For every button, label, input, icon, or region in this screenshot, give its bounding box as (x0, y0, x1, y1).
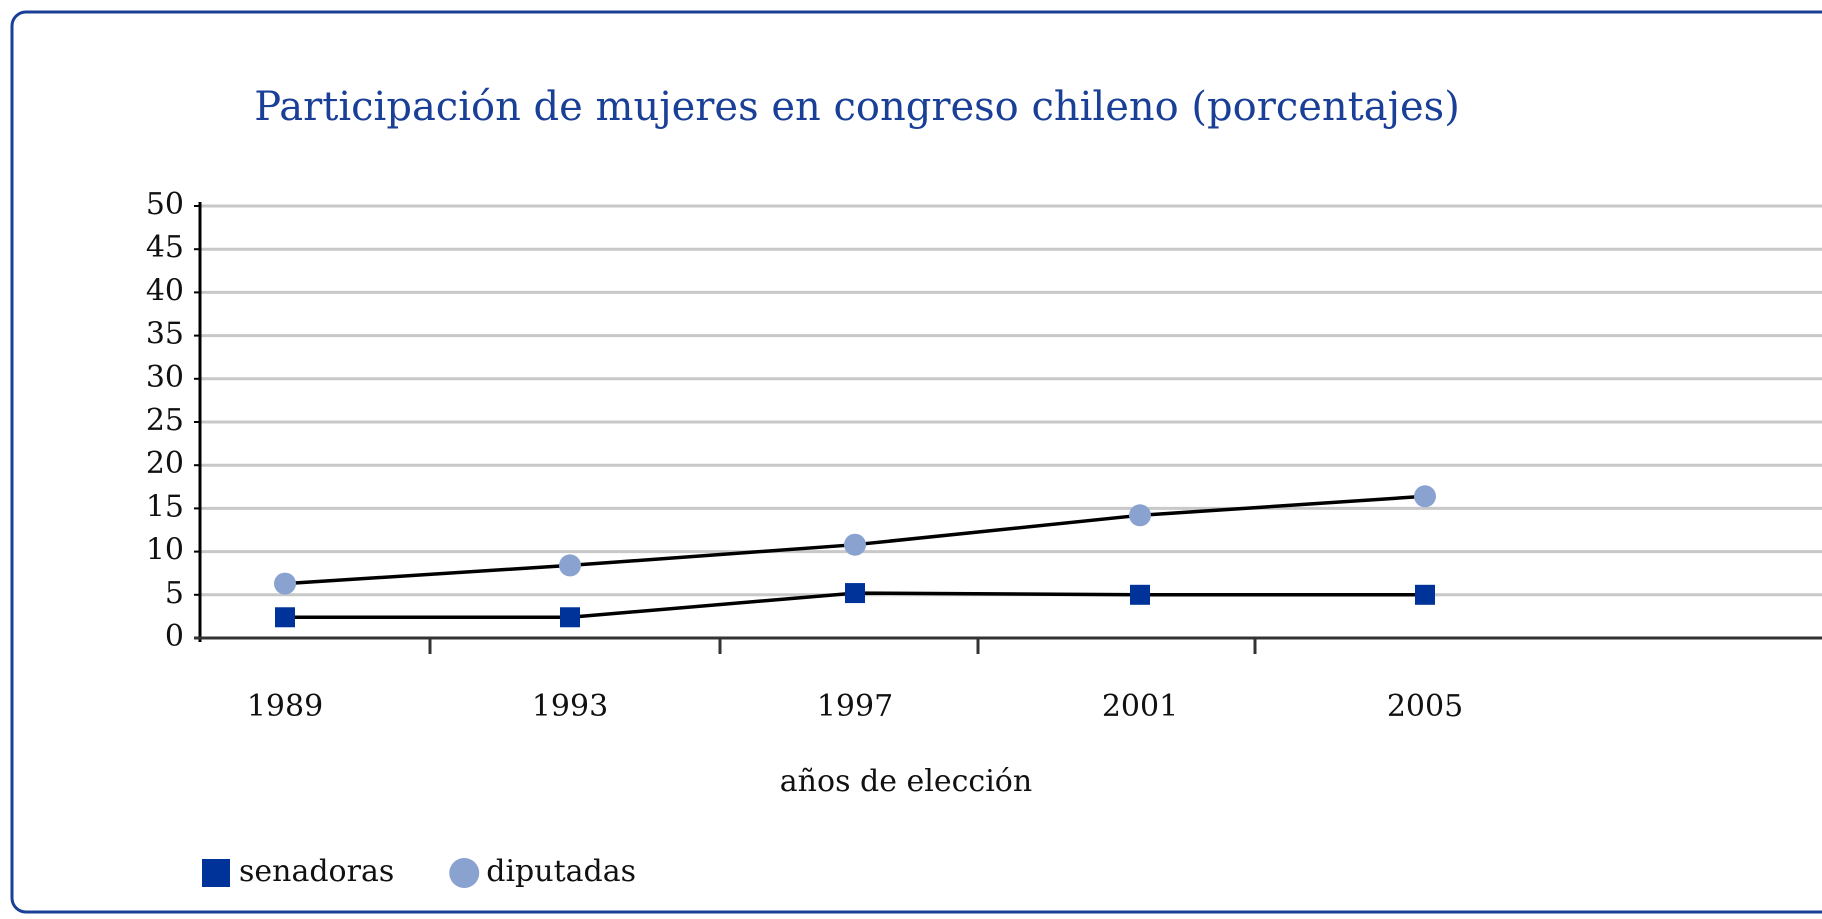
y-tick-label: 15 (146, 489, 184, 524)
data-point (274, 572, 296, 595)
y-tick-label: 25 (146, 403, 184, 438)
y-tick-label: 10 (146, 533, 184, 568)
frame (10, 10, 1822, 914)
x-axis-label: años de elección (780, 764, 1032, 799)
data-point (845, 583, 865, 604)
data-point (560, 607, 580, 628)
data-point (844, 533, 866, 556)
data-point (1129, 504, 1151, 527)
legend-label: senadoras (239, 854, 394, 889)
x-tick-label: 1993 (532, 689, 608, 724)
y-tick-label: 45 (146, 230, 184, 265)
data-point (559, 554, 581, 577)
legend-marker (449, 858, 480, 888)
y-tick-label: 20 (146, 446, 184, 481)
data-point (1414, 485, 1436, 508)
x-tick-label: 1997 (817, 689, 893, 724)
y-tick-label: 40 (146, 273, 184, 308)
y-tick-label: 35 (146, 317, 184, 352)
y-tick-label: 30 (146, 360, 184, 395)
data-point (1130, 584, 1150, 605)
y-tick-label: 0 (165, 619, 184, 654)
legend-label: diputadas (486, 854, 636, 889)
chart-title: Participación de mujeres en congreso chi… (254, 84, 1460, 130)
data-point (1415, 584, 1435, 605)
x-tick-label: 2005 (1387, 689, 1463, 724)
legend-marker (202, 859, 230, 887)
x-tick-label: 1989 (247, 689, 323, 724)
data-point (275, 607, 295, 628)
x-tick-label: 2001 (1102, 689, 1178, 724)
y-tick-label: 50 (146, 187, 184, 222)
y-tick-label: 5 (165, 576, 184, 611)
